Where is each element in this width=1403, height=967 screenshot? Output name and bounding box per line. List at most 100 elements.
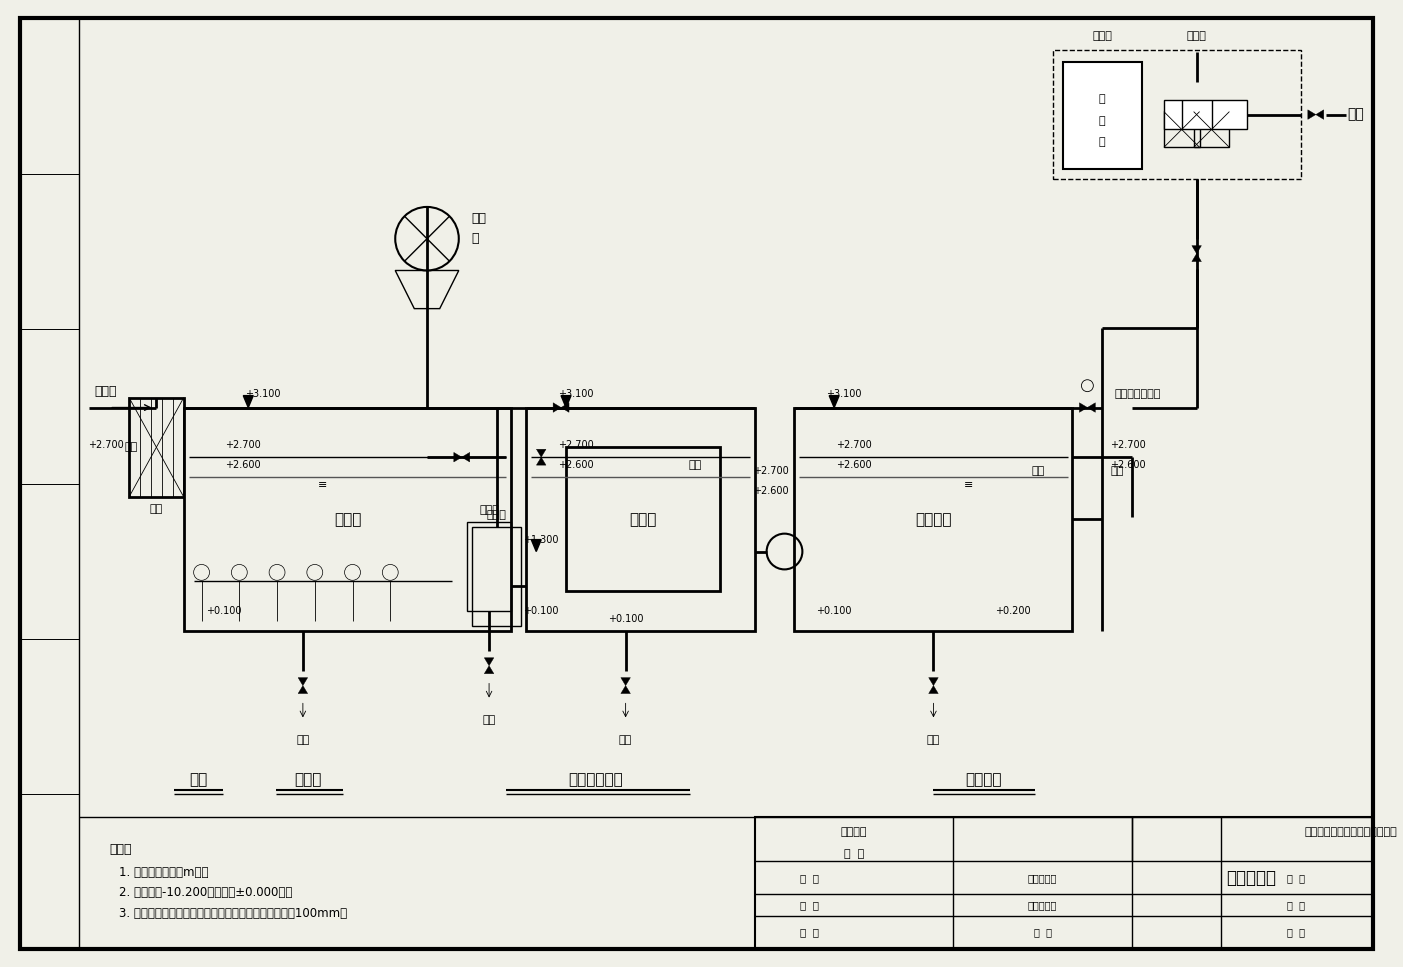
Polygon shape: [561, 396, 571, 407]
Text: +2.700: +2.700: [753, 466, 788, 476]
Text: +2.600: +2.600: [836, 460, 871, 470]
Text: 审  定: 审 定: [800, 873, 819, 883]
Text: 审  核: 审 核: [800, 900, 819, 910]
Text: +0.100: +0.100: [523, 606, 558, 616]
Text: 调节池: 调节池: [295, 773, 321, 787]
Polygon shape: [1087, 403, 1096, 412]
Polygon shape: [553, 403, 561, 412]
Text: 项目负责人: 项目负责人: [1028, 873, 1058, 883]
Text: 说明：: 说明：: [109, 843, 132, 856]
Bar: [20, 329, 80, 484]
Text: +0.100: +0.100: [206, 606, 241, 616]
Bar: [471, 527, 522, 626]
Text: 溢流: 溢流: [1110, 466, 1124, 476]
Text: 溢流: 溢流: [689, 460, 702, 470]
Text: 工艺流程图: 工艺流程图: [1226, 868, 1277, 887]
Text: 2. 以处理站-10.200米为本图±0.000米；: 2. 以处理站-10.200米为本图±0.000米；: [119, 886, 293, 898]
Text: 膜组件: 膜组件: [630, 512, 657, 527]
Text: 图  号: 图 号: [1287, 900, 1305, 910]
Text: 比  例: 比 例: [1287, 873, 1305, 883]
Text: 排泥泵: 排泥泵: [480, 505, 499, 514]
Text: 接自来水补水管: 接自来水补水管: [1114, 389, 1160, 398]
Bar: [20, 639, 80, 794]
Text: 制  图: 制 图: [1034, 927, 1052, 937]
Text: +2.600: +2.600: [753, 486, 788, 496]
Bar: [184, 407, 512, 630]
Bar: [20, 174, 80, 329]
Text: 用户: 用户: [1347, 107, 1364, 122]
Bar: [1062, 62, 1142, 169]
Text: 鼓风: 鼓风: [471, 213, 487, 225]
Polygon shape: [561, 403, 570, 412]
Text: 格栅: 格栅: [189, 773, 208, 787]
Text: 膜生物反应池: 膜生物反应池: [568, 773, 623, 787]
Bar: [755, 817, 1374, 949]
Bar: [526, 407, 755, 630]
Text: 3. 水箱撑条上端与设备间地面平；水箱底部槽钢厚度为100mm。: 3. 水箱撑条上端与设备间地面平；水箱底部槽钢厚度为100mm。: [119, 907, 348, 921]
Polygon shape: [484, 665, 494, 674]
Bar: [20, 19, 80, 174]
Bar: [565, 448, 720, 591]
Text: +0.100: +0.100: [817, 606, 852, 616]
Polygon shape: [829, 396, 839, 407]
Polygon shape: [453, 453, 462, 462]
Text: +2.700: +2.700: [226, 440, 261, 451]
Text: 工程名称: 工程名称: [840, 827, 867, 836]
Bar: [467, 522, 512, 611]
Text: 回用水池: 回用水池: [915, 512, 951, 527]
Text: +2.700: +2.700: [836, 440, 871, 451]
Text: +2.600: +2.600: [1110, 460, 1146, 470]
Text: +2.600: +2.600: [226, 460, 261, 470]
Bar: [20, 794, 80, 949]
Text: +0.200: +0.200: [995, 606, 1031, 616]
Text: 频: 频: [1099, 116, 1106, 126]
Text: 供水泵: 供水泵: [1187, 31, 1207, 42]
Text: 柜: 柜: [1099, 137, 1106, 147]
Polygon shape: [929, 678, 939, 686]
Text: +0.100: +0.100: [607, 614, 644, 624]
Text: 溢流: 溢流: [1031, 466, 1044, 476]
Bar: [20, 484, 80, 639]
Bar: [1164, 111, 1200, 147]
Polygon shape: [1316, 110, 1323, 119]
Text: 进空: 进空: [619, 735, 633, 746]
Text: 提升泵: 提升泵: [487, 510, 506, 520]
Text: +2.700: +2.700: [88, 440, 123, 451]
Text: 溢流: 溢流: [125, 442, 139, 453]
Text: 机: 机: [471, 232, 480, 246]
Bar: [129, 397, 184, 497]
Polygon shape: [243, 396, 253, 407]
Text: ≡: ≡: [964, 480, 972, 490]
Text: +3.100: +3.100: [826, 389, 861, 398]
Polygon shape: [297, 678, 307, 686]
Bar: [1164, 100, 1247, 130]
Text: +2.700: +2.700: [558, 440, 593, 451]
Text: 原污水: 原污水: [94, 385, 116, 398]
Polygon shape: [462, 453, 470, 462]
Text: 1. 图中标高单位以m计；: 1. 图中标高单位以m计；: [119, 865, 209, 879]
Text: 变: 变: [1099, 95, 1106, 104]
Text: 进空: 进空: [296, 735, 310, 746]
Text: +1.300: +1.300: [523, 535, 558, 544]
Text: 专业负责人: 专业负责人: [1028, 900, 1058, 910]
Text: 格栅: 格栅: [150, 504, 163, 513]
Text: 变频柜: 变频柜: [1093, 31, 1113, 42]
Text: 项  目: 项 目: [843, 849, 864, 859]
Text: 排泥: 排泥: [483, 716, 495, 725]
Polygon shape: [929, 686, 939, 693]
Text: +3.100: +3.100: [246, 389, 281, 398]
Text: 调节池: 调节池: [334, 512, 361, 527]
Polygon shape: [536, 450, 546, 457]
Text: +2.700: +2.700: [1110, 440, 1146, 451]
Bar: [794, 407, 1072, 630]
Text: 日  期: 日 期: [1287, 927, 1305, 937]
Polygon shape: [297, 686, 307, 693]
Text: 水利局办公楼中水回用处理工程: 水利局办公楼中水回用处理工程: [1305, 827, 1397, 836]
Polygon shape: [622, 678, 630, 686]
Polygon shape: [1193, 246, 1201, 253]
Text: ≡: ≡: [318, 480, 327, 490]
Polygon shape: [536, 457, 546, 465]
Text: 回用水池: 回用水池: [965, 773, 1002, 787]
Bar: [1194, 111, 1229, 147]
Polygon shape: [484, 658, 494, 665]
